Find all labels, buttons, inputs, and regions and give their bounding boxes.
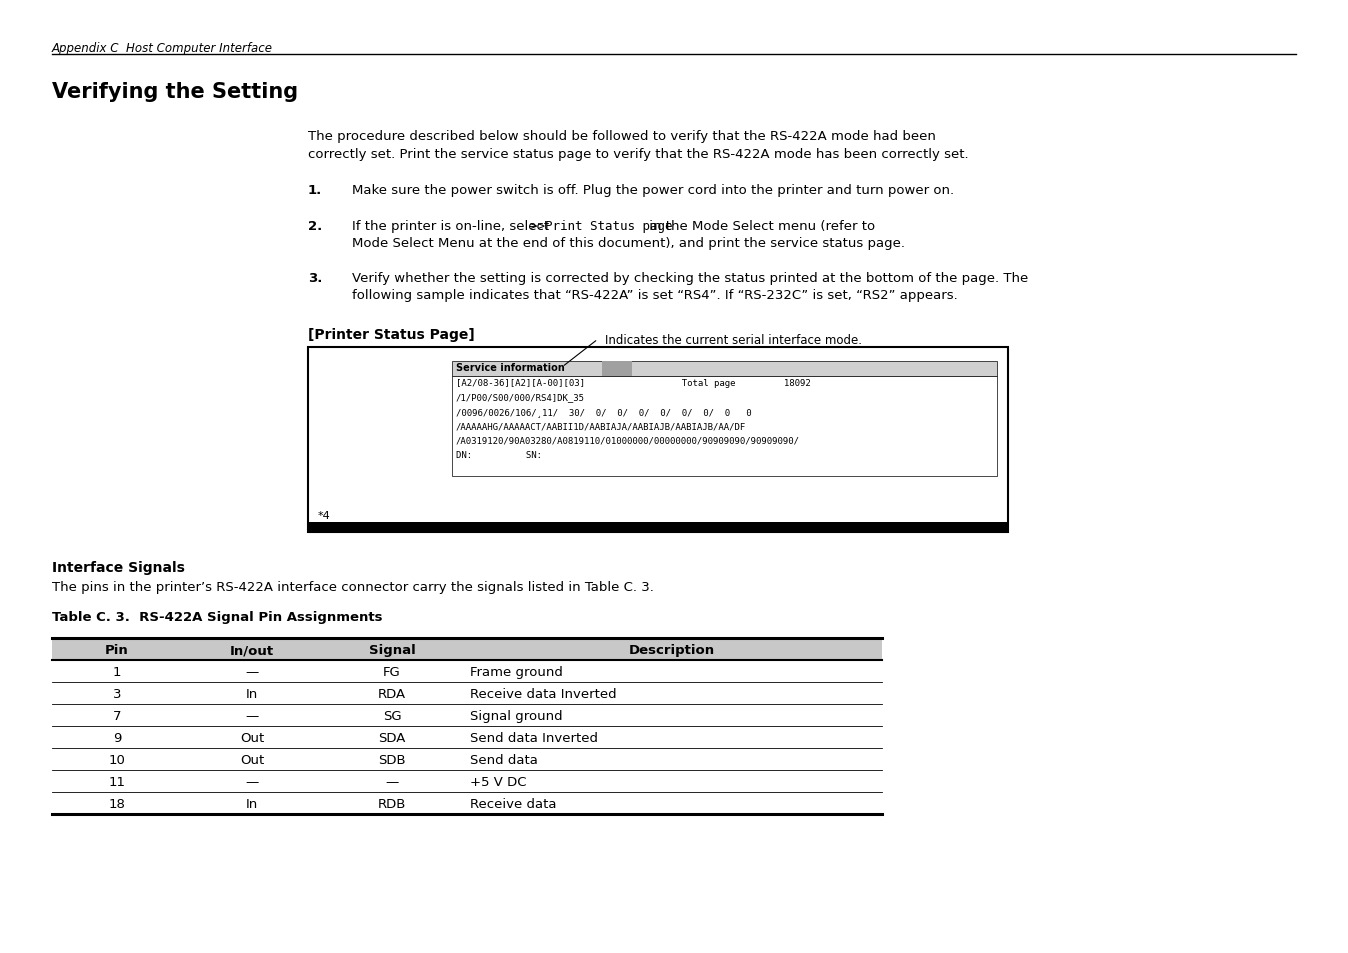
Text: RDA: RDA bbox=[377, 687, 406, 700]
Text: The procedure described below should be followed to verify that the RS-422A mode: The procedure described below should be … bbox=[307, 130, 936, 143]
Text: SDB: SDB bbox=[379, 753, 406, 766]
Text: following sample indicates that “RS-422A” is set “RS4”. If “RS-232C” is set, “RS: following sample indicates that “RS-422A… bbox=[352, 289, 957, 302]
Text: *4: *4 bbox=[318, 511, 330, 520]
Text: DN:          SN:: DN: SN: bbox=[456, 451, 542, 460]
Text: —: — bbox=[386, 775, 399, 788]
Text: 11: 11 bbox=[108, 775, 125, 788]
Text: Receive data: Receive data bbox=[470, 797, 557, 810]
Text: 3: 3 bbox=[113, 687, 121, 700]
Text: Table C. 3.  RS-422A Signal Pin Assignments: Table C. 3. RS-422A Signal Pin Assignmen… bbox=[53, 610, 383, 623]
Bar bbox=[53, 639, 882, 660]
Text: RDB: RDB bbox=[377, 797, 406, 810]
Text: correctly set. Print the service status page to verify that the RS-422A mode has: correctly set. Print the service status … bbox=[307, 148, 969, 161]
Text: Mode Select Menu at the end of this document), and print the service status page: Mode Select Menu at the end of this docu… bbox=[352, 236, 905, 250]
Text: In/out: In/out bbox=[231, 643, 274, 657]
Text: 1: 1 bbox=[113, 665, 121, 679]
Text: —: — bbox=[245, 775, 259, 788]
Text: Indicates the current serial interface mode.: Indicates the current serial interface m… bbox=[605, 334, 861, 347]
Text: The pins in the printer’s RS-422A interface connector carry the signals listed i: The pins in the printer’s RS-422A interf… bbox=[53, 580, 654, 594]
Text: /1/P00/S00/000/RS4]DK_35: /1/P00/S00/000/RS4]DK_35 bbox=[456, 393, 585, 402]
Text: SDA: SDA bbox=[379, 731, 406, 744]
Text: —: — bbox=[245, 709, 259, 722]
Text: Send data Inverted: Send data Inverted bbox=[470, 731, 599, 744]
Text: /AAAAAHG/AAAAACT/AABII1D/AABIAJA/AABIAJB/AABIAJB/AA/DF: /AAAAAHG/AAAAACT/AABII1D/AABIAJA/AABIAJB… bbox=[456, 422, 747, 431]
Text: 3.: 3. bbox=[307, 272, 322, 285]
Bar bbox=[603, 361, 632, 376]
Text: 1.: 1. bbox=[307, 184, 322, 196]
Text: Frame ground: Frame ground bbox=[470, 665, 563, 679]
Bar bbox=[307, 522, 1008, 533]
Text: In: In bbox=[245, 687, 257, 700]
Text: 10: 10 bbox=[109, 753, 125, 766]
Text: >>Print Status page: >>Print Status page bbox=[531, 220, 673, 233]
Text: Verify whether the setting is corrected by checking the status printed at the bo: Verify whether the setting is corrected … bbox=[352, 272, 1029, 285]
Text: Description: Description bbox=[630, 643, 714, 657]
Bar bbox=[307, 348, 1008, 533]
Bar bbox=[452, 376, 998, 476]
Text: /0096/0026/106/¸11/  30/  0/  0/  0/  0/  0/  0/  0   0: /0096/0026/106/¸11/ 30/ 0/ 0/ 0/ 0/ 0/ 0… bbox=[456, 408, 752, 416]
Text: Make sure the power switch is off. Plug the power cord into the printer and turn: Make sure the power switch is off. Plug … bbox=[352, 184, 954, 196]
Bar bbox=[452, 361, 998, 376]
Text: 18: 18 bbox=[109, 797, 125, 810]
Text: SG: SG bbox=[383, 709, 402, 722]
Text: Pin: Pin bbox=[105, 643, 129, 657]
Text: Out: Out bbox=[240, 753, 264, 766]
Text: 7: 7 bbox=[113, 709, 121, 722]
Text: Signal ground: Signal ground bbox=[470, 709, 562, 722]
Text: Interface Signals: Interface Signals bbox=[53, 560, 185, 575]
Text: Appendix C  Host Computer Interface: Appendix C Host Computer Interface bbox=[53, 42, 274, 55]
Text: [A2/08-36][A2][A-00][03]                  Total page         18092: [A2/08-36][A2][A-00][03] Total page 1809… bbox=[456, 378, 810, 388]
Text: Service information: Service information bbox=[456, 363, 565, 373]
Text: FG: FG bbox=[383, 665, 400, 679]
Text: Verifying the Setting: Verifying the Setting bbox=[53, 82, 298, 102]
Text: 2.: 2. bbox=[307, 220, 322, 233]
Text: [Printer Status Page]: [Printer Status Page] bbox=[307, 328, 474, 341]
Text: /A0319120/90A03280/A0819110/01000000/00000000/90909090/90909090/: /A0319120/90A03280/A0819110/01000000/000… bbox=[456, 436, 799, 446]
Text: Signal: Signal bbox=[368, 643, 415, 657]
Text: Receive data Inverted: Receive data Inverted bbox=[470, 687, 616, 700]
Text: If the printer is on-line, select: If the printer is on-line, select bbox=[352, 220, 554, 233]
Text: Out: Out bbox=[240, 731, 264, 744]
Text: +5 V DC: +5 V DC bbox=[470, 775, 527, 788]
Text: —: — bbox=[245, 665, 259, 679]
Text: In: In bbox=[245, 797, 257, 810]
Text: in the Mode Select menu (refer to: in the Mode Select menu (refer to bbox=[646, 220, 876, 233]
Text: Send data: Send data bbox=[470, 753, 538, 766]
Text: 9: 9 bbox=[113, 731, 121, 744]
